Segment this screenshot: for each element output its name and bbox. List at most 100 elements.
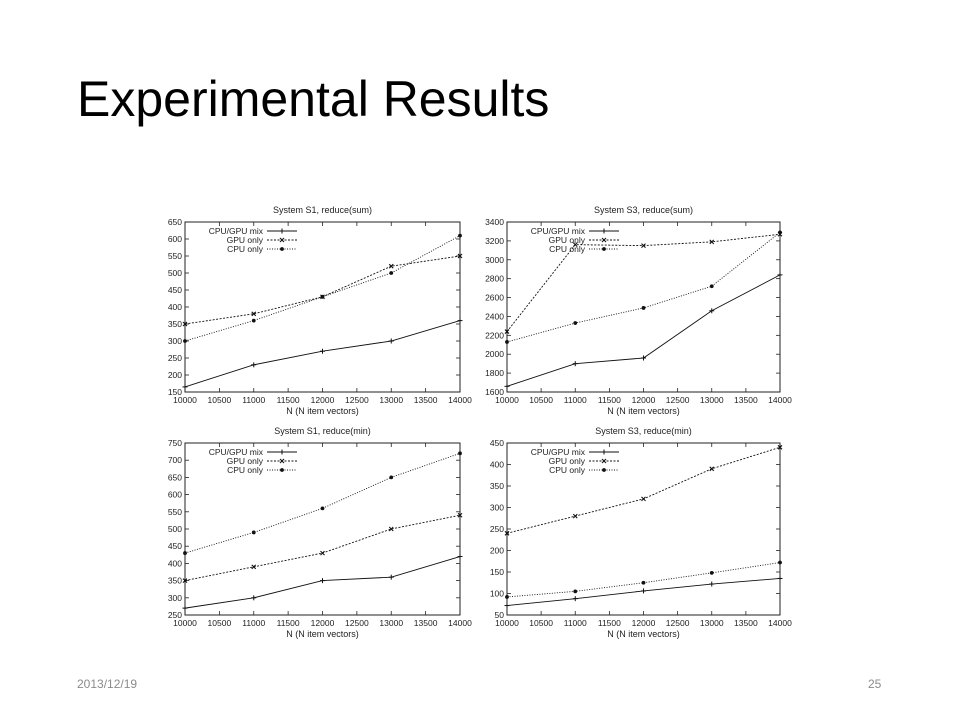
- data-point-2: [182, 321, 188, 327]
- results-charts: System S1, reduce(sum) 150 200 250 300 350 400…: [168, 205, 792, 639]
- data-point-3: [778, 230, 782, 235]
- legend-marker-b: [601, 458, 607, 464]
- data-point-2: [182, 578, 188, 583]
- slide-title: Experimental Results: [77, 71, 550, 127]
- series-line-3: [184, 452, 461, 554]
- data-point-2: [388, 526, 394, 532]
- legend-marker: [280, 247, 284, 251]
- y-tick-label: 650: [168, 472, 182, 482]
- x-tick-label: 13000: [700, 618, 724, 628]
- series-line-2: [506, 233, 781, 332]
- data-point-2: [251, 564, 257, 570]
- legend-marker: [601, 228, 607, 234]
- x-tick-label: 12500: [345, 395, 369, 405]
- data-point-2: [572, 242, 578, 248]
- series-line-3: [184, 235, 461, 342]
- x-tick-label: 11000: [242, 395, 265, 405]
- y-tick-label: 300: [168, 336, 182, 346]
- y-tick-label: 2600: [485, 293, 504, 303]
- x-tick-label: 11000: [564, 618, 587, 628]
- series-line-3: [506, 562, 781, 598]
- y-tick-label: 150: [490, 567, 504, 577]
- x-tick-label: 11500: [598, 395, 621, 405]
- chart-panel-2: System S3, reduce(sum) 1600 1800 2000 2200 24…: [485, 205, 792, 416]
- x-tick-label: 12500: [666, 618, 690, 628]
- legend-label: CPU only: [227, 465, 264, 475]
- data-point-2-b: [457, 512, 463, 518]
- data-point-1: [182, 605, 188, 611]
- legend-marker: [279, 237, 285, 243]
- series-line-3: [506, 232, 781, 343]
- data-point-3: [320, 506, 325, 511]
- data-point-2-b: [182, 321, 188, 327]
- y-tick-label: 450: [168, 541, 182, 551]
- y-tick-label: 3400: [485, 217, 504, 227]
- y-tick-label: 200: [168, 370, 182, 380]
- data-point-2: [457, 253, 463, 259]
- y-tick-label: 50: [495, 610, 505, 620]
- data-point-2: [388, 263, 394, 269]
- x-tick-label: 13500: [414, 395, 438, 405]
- x-tick-label: 12000: [311, 618, 335, 628]
- data-point-2: [457, 512, 463, 518]
- y-tick-label: 500: [168, 268, 182, 278]
- data-point-2-b: [251, 564, 257, 570]
- x-tick-label: 13000: [379, 395, 403, 405]
- data-point-1: [709, 581, 715, 587]
- legend-label: CPU/GPU mix: [209, 226, 264, 236]
- data-point-2: [504, 329, 510, 334]
- data-point-2-b: [388, 263, 394, 269]
- y-tick-label: 250: [168, 353, 182, 363]
- data-point-1: [709, 308, 715, 314]
- data-point-3: [641, 306, 646, 310]
- x-tick-label: 11500: [277, 395, 300, 405]
- data-point-2: [641, 496, 646, 502]
- data-point-2-b: [572, 513, 578, 519]
- data-point-3: [389, 475, 394, 480]
- chart-title: System S3, reduce(sum): [594, 205, 693, 215]
- y-tick-label: 1800: [485, 368, 504, 378]
- data-point-2: [777, 444, 783, 450]
- x-tick-label: 13500: [734, 618, 758, 628]
- data-point-1: [320, 348, 325, 354]
- data-point-3: [709, 284, 714, 289]
- legend-marker: [279, 228, 285, 234]
- series-line-2: [184, 255, 461, 325]
- y-tick-label: 250: [168, 610, 182, 620]
- y-tick-label: 300: [490, 503, 504, 513]
- y-tick-label: 1600: [485, 387, 504, 397]
- data-point-2: [251, 311, 257, 317]
- y-tick-label: 500: [168, 524, 182, 534]
- legend-label: GPU only: [227, 456, 264, 466]
- x-tick-label: 12500: [666, 395, 690, 405]
- y-tick-label: 600: [168, 490, 182, 500]
- data-point-1: [504, 383, 510, 389]
- data-point-3: [573, 589, 578, 594]
- x-tick-label: 11500: [277, 618, 300, 628]
- data-point-3: [709, 570, 714, 575]
- legend-label: CPU only: [549, 244, 586, 254]
- x-tick-label: 14000: [768, 618, 792, 628]
- legend-label: GPU only: [549, 456, 586, 466]
- legend-label: CPU only: [549, 465, 586, 475]
- y-tick-label: 350: [490, 481, 504, 491]
- data-point-2: [709, 466, 715, 472]
- data-point-3: [458, 233, 462, 238]
- x-tick-label: 14000: [448, 618, 472, 628]
- x-tick-label: 14000: [448, 395, 472, 405]
- legend-marker-b: [601, 237, 607, 243]
- x-tick-label: 11500: [598, 618, 621, 628]
- data-point-3: [505, 340, 509, 344]
- data-point-2-b: [388, 526, 394, 532]
- data-point-3: [183, 339, 187, 343]
- data-point-2-b: [504, 530, 510, 536]
- data-point-2-b: [572, 242, 578, 248]
- data-point-1: [388, 574, 394, 580]
- x-tick-label: 13500: [734, 395, 758, 405]
- x-tick-label: 13000: [700, 395, 724, 405]
- data-point-1: [777, 272, 783, 278]
- y-tick-label: 400: [168, 558, 182, 568]
- data-point-2: [641, 243, 646, 249]
- data-point-3: [573, 321, 578, 325]
- y-tick-label: 200: [490, 546, 504, 556]
